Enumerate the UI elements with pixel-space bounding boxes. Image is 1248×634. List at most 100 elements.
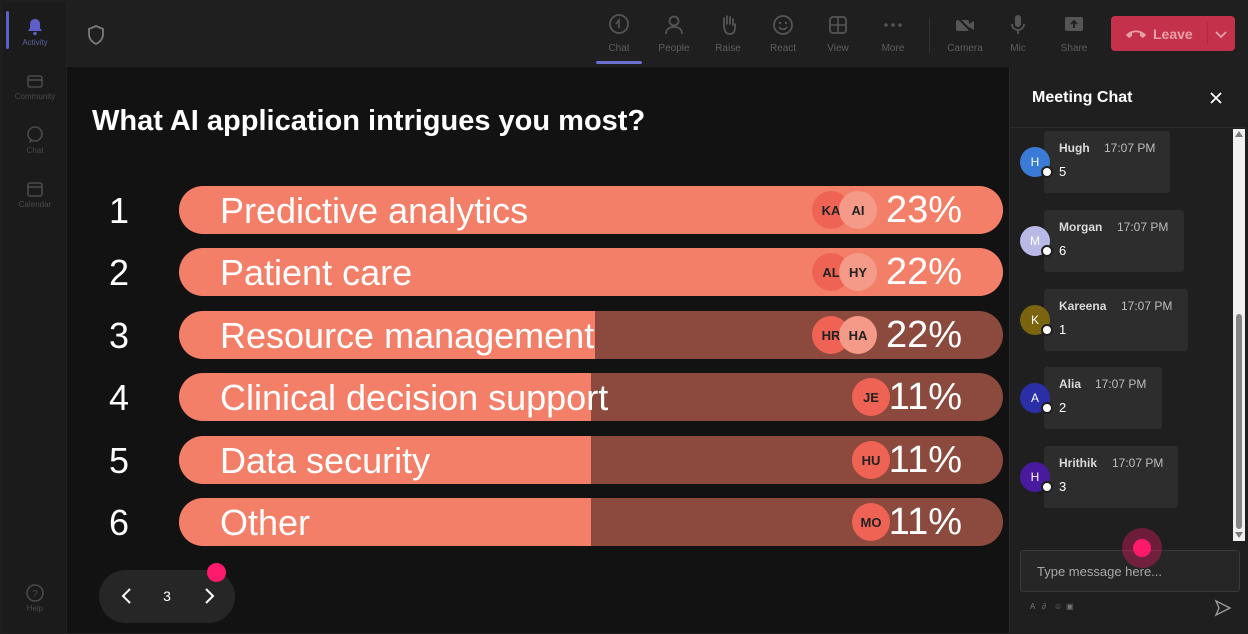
scroll-thumb[interactable]	[1236, 314, 1242, 529]
chat-avatar[interactable]: H	[1020, 147, 1053, 178]
toolbar-share-button[interactable]: Share	[1049, 11, 1099, 63]
chat-message-text: 5	[1059, 164, 1067, 179]
chat-avatar[interactable]: M	[1020, 226, 1053, 257]
poll-option-fill	[179, 311, 596, 359]
phone-hangup-icon	[1126, 30, 1146, 38]
poll-option[interactable]: 4 Clinical decision support 11% JE	[67, 373, 1009, 421]
toolbar-mic-button[interactable]: Mic	[993, 11, 1043, 63]
chat-message[interactable]: Kareena 17:07 PM 1	[1044, 289, 1188, 351]
poll-option-number: 2	[108, 252, 130, 293]
poll-option[interactable]: 6 Other 11% MO	[67, 498, 1009, 546]
community-icon	[27, 75, 43, 88]
poll-option-number: 6	[108, 502, 130, 543]
chevron-left-icon[interactable]	[117, 586, 137, 606]
rail-item-label: Help	[26, 604, 44, 613]
poll-option-percent: 11%	[888, 439, 962, 481]
chat-message[interactable]: Morgan 17:07 PM 6	[1044, 210, 1184, 272]
chat-timestamp: 17:07 PM	[1112, 456, 1164, 470]
toolbar-view-button[interactable]: View	[813, 11, 863, 63]
scroll-down-arrow[interactable]	[1235, 532, 1243, 538]
toolbar-more-button[interactable]: More	[868, 11, 918, 63]
active-tab-indicator	[596, 61, 642, 64]
leave-button[interactable]: Leave	[1111, 16, 1235, 51]
leave-label: Leave	[1153, 25, 1193, 42]
presence-status	[1041, 245, 1053, 257]
toolbar-people-button[interactable]: People	[649, 11, 699, 63]
format-toolbar: A ∂ ☺ ▣	[1030, 603, 1074, 615]
rail-item-calendar[interactable]: Calendar	[3, 173, 67, 223]
poll-option-number: 3	[108, 315, 130, 356]
toolbar-button-label: People	[658, 43, 690, 54]
voter-avatar[interactable]: JE	[852, 378, 890, 416]
toolbar-camera-button[interactable]: Camera	[940, 11, 990, 63]
presence-status	[1041, 324, 1053, 336]
toolbar-button-label: Share	[1060, 43, 1088, 54]
raise-hand-icon	[723, 15, 736, 35]
chat-message-text: 2	[1059, 400, 1067, 415]
scroll-up-arrow[interactable]	[1235, 131, 1243, 137]
presence-status	[1041, 166, 1053, 178]
toolbar-raise-button[interactable]: Raise	[703, 11, 753, 63]
poll-option[interactable]: 5 Data security 11% HU	[67, 436, 1009, 484]
poll-option[interactable]: 3 Resource management 22% HR HA	[67, 311, 1009, 359]
poll-option[interactable]: 2 Patient care 22% AL HY	[67, 248, 1009, 296]
chat-message-input[interactable]	[1020, 550, 1240, 592]
emoji-icon[interactable]: ☺	[1054, 602, 1063, 611]
chat-message[interactable]: Hrithik 17:07 PM 3	[1044, 446, 1178, 508]
calendar-icon	[27, 182, 43, 197]
poll-option-bar: Other 11% MO	[179, 498, 1003, 546]
chat-avatar[interactable]: H	[1020, 462, 1053, 493]
camera-off-icon	[955, 15, 975, 35]
format-icon[interactable]: A	[1030, 602, 1036, 611]
toolbar-button-label: Chat	[608, 43, 630, 54]
poll-option-label: Data security	[220, 440, 431, 481]
chat-sender-name: Morgan	[1059, 220, 1103, 234]
chat-avatar[interactable]: A	[1020, 383, 1053, 414]
poll-option[interactable]: 1 Predictive analytics 23% KA AI	[67, 186, 1009, 234]
chat-scrollbar[interactable]	[1233, 129, 1245, 541]
chat-avatar[interactable]: K	[1020, 305, 1053, 336]
mic-icon	[1011, 15, 1025, 34]
voter-avatar[interactable]: HA	[839, 316, 877, 354]
rail-item-label: Calendar	[18, 200, 52, 209]
chat-message[interactable]: Alia 17:07 PM 2	[1044, 367, 1162, 429]
chat-timestamp: 17:07 PM	[1104, 141, 1156, 155]
voter-avatar[interactable]: AI	[839, 191, 877, 229]
rail-item-help[interactable]: ? Help	[3, 577, 67, 627]
poll-stage: What AI application intrigues you most? …	[67, 67, 1009, 633]
poll-question: What AI application intrigues you most?	[92, 105, 646, 137]
toolbar-button-label: Camera	[947, 43, 983, 54]
poll-option-label: Predictive analytics	[220, 190, 529, 231]
poll-option-percent: 22%	[885, 251, 962, 293]
app-rail: Activity Community Chat Calendar ? Help	[3, 3, 67, 633]
rail-active-indicator	[6, 11, 9, 49]
chevron-down-icon[interactable]	[1214, 27, 1228, 41]
rail-item-activity[interactable]: Activity	[3, 11, 67, 61]
page-number: 3	[163, 588, 171, 604]
rail-item-chat[interactable]: Chat	[3, 119, 67, 169]
chat-icon	[27, 126, 43, 143]
send-icon[interactable]	[1214, 599, 1232, 617]
gif-icon[interactable]: ▣	[1066, 602, 1074, 611]
poll-option-label: Clinical decision support	[220, 377, 609, 418]
voter-avatar[interactable]: HY	[839, 253, 877, 291]
close-icon[interactable]	[1208, 90, 1224, 106]
chat-avatar-initial: M	[1030, 234, 1040, 248]
chat-message-text: 3	[1059, 479, 1067, 494]
rail-item-community[interactable]: Community	[3, 65, 67, 115]
attach-icon[interactable]: ∂	[1042, 602, 1046, 611]
chevron-right-icon[interactable]	[199, 586, 219, 606]
voter-avatar[interactable]: MO	[852, 503, 890, 541]
poll-option-percent: 22%	[885, 314, 962, 356]
shield-icon[interactable]	[87, 25, 105, 45]
chat-timestamp: 17:07 PM	[1121, 299, 1173, 313]
chat-title: Meeting Chat	[1032, 89, 1133, 106]
voter-avatar[interactable]: HU	[852, 441, 890, 479]
toolbar-button-label: Mic	[1010, 43, 1026, 54]
poll-option-number: 4	[108, 377, 130, 418]
toolbar-chat-button[interactable]: Chat	[594, 11, 644, 63]
poll-option-percent: 11%	[888, 376, 962, 418]
chat-timestamp: 17:07 PM	[1095, 377, 1147, 391]
toolbar-react-button[interactable]: React	[758, 11, 808, 63]
chat-message[interactable]: Hugh 17:07 PM 5	[1044, 131, 1170, 193]
